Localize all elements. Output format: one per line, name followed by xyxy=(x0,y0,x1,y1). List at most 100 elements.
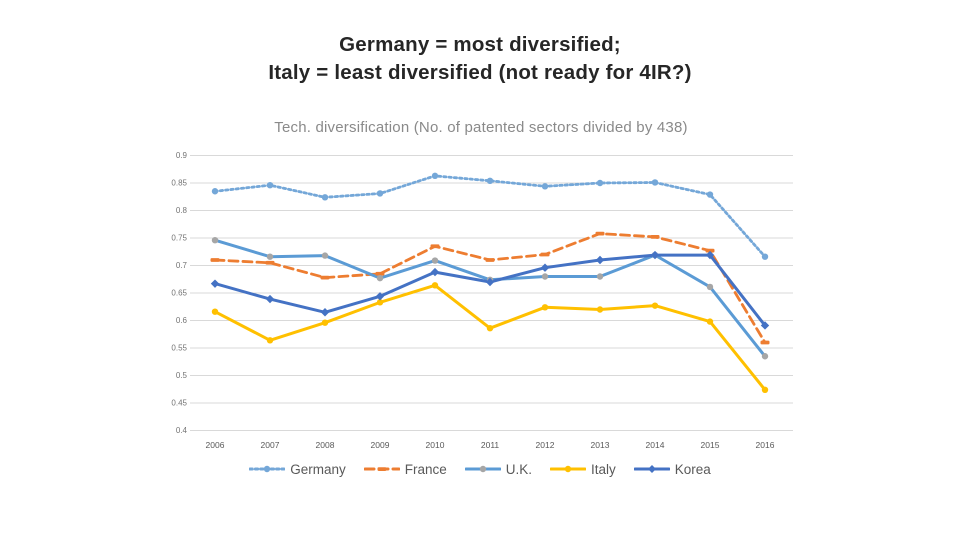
legend-swatch xyxy=(633,465,670,473)
data-marker xyxy=(541,183,549,190)
data-marker xyxy=(596,179,604,187)
legend-swatch xyxy=(363,467,400,471)
slide-title-line-2: Italy = least diversified (not ready for… xyxy=(268,61,692,84)
y-axis-tick: 0.45 xyxy=(171,399,187,408)
legend-item-italy: Italy xyxy=(550,462,616,477)
data-marker xyxy=(486,177,494,184)
legend-swatch xyxy=(464,465,501,473)
x-axis-tick: 2013 xyxy=(591,440,610,450)
x-axis-tick: 2014 xyxy=(646,440,665,450)
legend-label: France xyxy=(404,461,447,477)
slide-title-line-1: Germany = most diversified; xyxy=(339,33,621,56)
chart-title: Tech. diversification (No. of patented s… xyxy=(274,119,688,136)
legend-label: Korea xyxy=(674,461,711,477)
legend-swatch xyxy=(550,465,587,473)
data-marker xyxy=(265,294,275,304)
series-line-uk xyxy=(213,238,767,358)
data-marker xyxy=(706,191,714,198)
data-marker xyxy=(431,282,439,289)
data-marker xyxy=(375,271,385,276)
data-marker xyxy=(596,273,604,280)
data-marker xyxy=(706,318,714,325)
data-marker xyxy=(376,299,384,306)
data-marker xyxy=(321,319,329,326)
data-marker xyxy=(266,182,274,189)
x-axis-tick: 2015 xyxy=(701,440,720,450)
y-axis-tick: 0.65 xyxy=(171,289,187,298)
legend-label: U.K. xyxy=(505,461,533,477)
data-marker xyxy=(706,283,714,291)
data-marker xyxy=(266,253,274,260)
data-marker xyxy=(760,340,770,345)
legend-label: Italy xyxy=(591,461,616,477)
x-axis-tick: 2011 xyxy=(481,440,500,450)
series-markers-korea xyxy=(210,250,770,330)
x-axis-tick: 2016 xyxy=(756,440,775,450)
data-marker xyxy=(376,190,384,197)
data-marker xyxy=(265,260,275,265)
y-axis-tick: 0.9 xyxy=(176,151,188,160)
y-axis-tick: 0.7 xyxy=(176,261,188,270)
x-axis-tick: 2009 xyxy=(371,440,390,450)
data-marker xyxy=(541,304,549,311)
data-marker xyxy=(211,237,219,244)
data-marker xyxy=(210,258,220,262)
series-line-italy xyxy=(213,283,767,392)
data-marker xyxy=(485,277,495,287)
data-marker xyxy=(430,267,440,277)
y-axis-tick: 0.5 xyxy=(176,371,188,380)
series-markers-italy xyxy=(211,282,769,393)
legend-item-uk: U.K. xyxy=(464,461,533,477)
data-marker xyxy=(375,292,385,301)
gridlines xyxy=(190,155,793,431)
data-marker xyxy=(651,302,659,309)
y-axis-tick: 0.55 xyxy=(171,344,187,353)
data-marker xyxy=(320,275,330,280)
x-axis-tick: 2010 xyxy=(426,440,445,450)
y-axis-tick: 0.4 xyxy=(176,426,188,435)
data-marker xyxy=(595,231,605,236)
data-marker xyxy=(210,279,220,288)
data-marker xyxy=(595,255,605,265)
series-markers-germany xyxy=(211,172,769,260)
data-marker xyxy=(540,263,550,272)
legend-item-korea: Korea xyxy=(633,461,711,477)
data-marker xyxy=(485,258,495,262)
data-marker xyxy=(760,321,770,330)
data-marker xyxy=(540,252,550,257)
data-marker xyxy=(541,273,549,280)
data-marker xyxy=(651,179,659,186)
data-marker xyxy=(650,250,660,260)
data-marker xyxy=(761,386,769,393)
data-marker xyxy=(211,308,219,315)
data-marker xyxy=(705,248,715,253)
legend-item-germany: Germany xyxy=(249,462,346,477)
data-marker xyxy=(761,253,769,260)
data-marker xyxy=(320,308,330,317)
slide-title: Germany = most diversified; Italy = leas… xyxy=(0,31,960,87)
y-axis-tick: 0.85 xyxy=(171,179,187,188)
data-marker xyxy=(321,194,329,201)
legend-label: Germany xyxy=(290,461,346,477)
x-axis-tick: 2007 xyxy=(261,440,280,450)
data-marker xyxy=(596,306,604,313)
data-marker xyxy=(266,337,274,344)
data-marker xyxy=(376,274,384,282)
data-marker xyxy=(431,172,439,180)
data-marker xyxy=(430,244,440,249)
x-axis-tick: 2006 xyxy=(206,440,225,450)
chart-legend: Germany France U.K. Italy Korea xyxy=(0,458,960,480)
data-marker xyxy=(705,250,715,260)
x-axis-tick: 2008 xyxy=(316,440,335,450)
y-axis-tick: 0.8 xyxy=(176,206,188,215)
x-axis-tick: 2012 xyxy=(536,440,555,450)
legend-item-france: France xyxy=(363,461,447,477)
data-marker xyxy=(650,235,660,239)
data-marker xyxy=(761,353,769,360)
data-marker xyxy=(431,257,439,264)
y-axis-tick: 0.6 xyxy=(176,316,188,325)
y-axis-tick: 0.75 xyxy=(171,234,187,243)
data-marker xyxy=(321,252,329,259)
